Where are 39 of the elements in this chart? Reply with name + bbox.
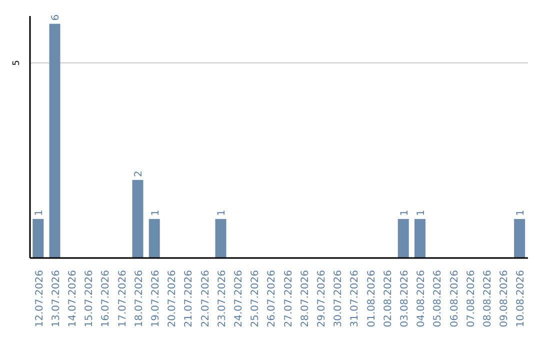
data-label: 1 <box>150 210 162 216</box>
x-tick-label: 09.08.2026 <box>499 270 510 328</box>
x-tick-label: 27.07.2026 <box>283 270 294 328</box>
data-label: 6 <box>50 14 62 21</box>
x-tick-label: 16.07.2026 <box>100 270 112 328</box>
data-label: 1 <box>516 210 527 216</box>
x-tick-label: 29.07.2026 <box>316 270 328 328</box>
x-tick-label: 08.08.2026 <box>482 270 494 328</box>
x-tick-label: 02.08.2026 <box>382 270 394 328</box>
x-tick-label: 30.07.2026 <box>333 270 344 328</box>
x-tick-label: 20.07.2026 <box>167 270 178 328</box>
x-tick-label: 25.07.2026 <box>250 270 262 328</box>
x-tick-label: 14.07.2026 <box>68 270 78 328</box>
x-tick-label: 07.08.2026 <box>466 270 477 328</box>
data-label: 2 <box>134 170 145 177</box>
x-tick-label: 12.07.2026 <box>34 270 46 328</box>
data-label: 1 <box>416 210 427 216</box>
x-tick-label: 26.07.2026 <box>266 270 278 328</box>
x-tick-label: 18.07.2026 <box>134 270 145 328</box>
x-tick-label: 03.08.2026 <box>400 270 410 328</box>
x-tick-label: 31.07.2026 <box>350 270 361 328</box>
x-tick-label: 19.07.2026 <box>150 270 162 328</box>
x-tick-label: 05.08.2026 <box>432 270 444 328</box>
x-tick-label: 15.07.2026 <box>84 270 96 328</box>
x-tick-label: 28.07.2026 <box>300 270 311 328</box>
data-label: 1 <box>399 210 410 216</box>
x-tick-label: 10.08.2026 <box>516 270 527 328</box>
x-tick-label: 04.08.2026 <box>416 270 428 328</box>
x-tick-label: 21.07.2026 <box>184 270 195 328</box>
x-tick-label: 23.07.2026 <box>216 270 228 328</box>
x-tick-label: 17.07.2026 <box>117 270 128 328</box>
y-tick-label: 5 <box>12 60 22 66</box>
x-tick-label: 22.07.2026 <box>200 270 212 328</box>
data-label: 1 <box>216 210 228 216</box>
x-tick-label: 13.07.2026 <box>50 270 62 328</box>
x-tick-label: 24.07.2026 <box>234 270 244 328</box>
data-label: 1 <box>34 210 46 216</box>
x-tick-label: 01.08.2026 <box>366 270 378 328</box>
x-tick-label: 06.08.2026 <box>449 270 460 328</box>
